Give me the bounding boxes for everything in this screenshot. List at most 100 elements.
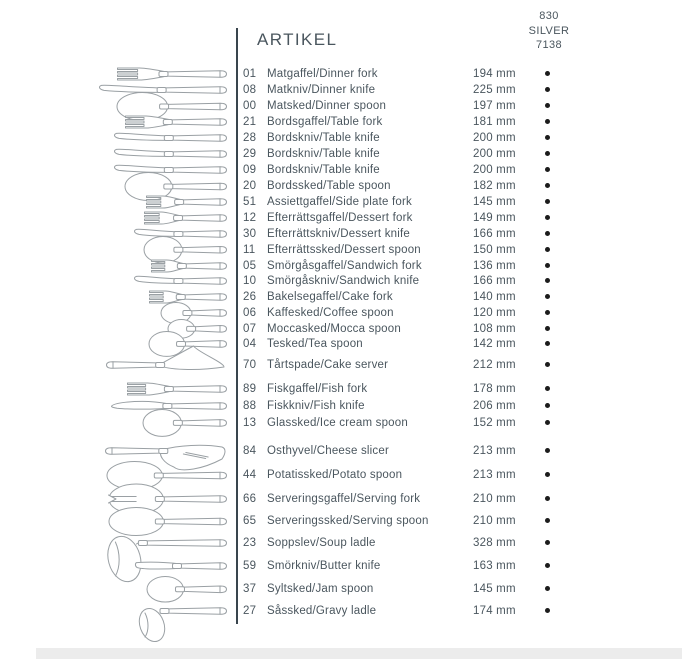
article-name: Serveringsgaffel/Serving fork — [267, 493, 421, 505]
article-size: 136 mm — [473, 260, 516, 272]
article-name: Efterrättsgaffel/Dessert fork — [267, 212, 413, 224]
table-row: 09 Bordskniv/Table knife 200 mm — [0, 162, 682, 178]
article-size: 166 mm — [473, 275, 516, 287]
article-name: Soppslev/Soup ladle — [267, 537, 376, 549]
article-name: Smörgåsgaffel/Sandwich fork — [267, 260, 422, 272]
article-size: 194 mm — [473, 68, 516, 80]
article-number: 65 — [243, 515, 257, 527]
article-number: 51 — [243, 196, 257, 208]
availability-dot-icon — [545, 341, 550, 346]
availability-dot-icon — [545, 87, 550, 92]
article-size: 140 mm — [473, 291, 516, 303]
availability-dot-icon — [545, 278, 550, 283]
availability-dot-icon — [545, 151, 550, 156]
availability-dot-icon — [545, 518, 550, 523]
article-number: 26 — [243, 291, 257, 303]
article-number: 66 — [243, 493, 257, 505]
table-row: 88 Fiskkniv/Fish knife 206 mm — [0, 398, 682, 414]
table-row: 89 Fiskgaffel/Fish fork 178 mm — [0, 381, 682, 397]
table-row: 26 Bakelsegaffel/Cake fork 140 mm — [0, 289, 682, 305]
table-row: 65 Serveringssked/Serving spoon 210 mm — [0, 506, 682, 536]
knife-icon — [132, 227, 228, 241]
article-name: Glassked/Ice cream spoon — [267, 417, 408, 429]
availability-dot-icon — [545, 608, 550, 613]
article-size: 145 mm — [473, 196, 516, 208]
availability-dot-icon — [545, 199, 550, 204]
availability-dot-icon — [545, 326, 550, 331]
article-name: Moccasked/Mocca spoon — [267, 323, 401, 335]
availability-dot-icon — [545, 386, 550, 391]
article-name: Matkniv/Dinner knife — [267, 84, 376, 96]
article-number: 05 — [243, 260, 257, 272]
article-number: 09 — [243, 164, 257, 176]
availability-dot-icon — [545, 71, 550, 76]
table-row: 37 Syltsked/Jam spoon 145 mm — [0, 575, 682, 603]
article-number: 89 — [243, 383, 257, 395]
availability-dot-icon — [545, 215, 550, 220]
article-size: 206 mm — [473, 400, 516, 412]
article-name: Efterrättssked/Dessert spoon — [267, 244, 421, 256]
article-name: Matsked/Dinner spoon — [267, 100, 387, 112]
article-name: Bordssked/Table spoon — [267, 180, 391, 192]
article-size: 200 mm — [473, 164, 516, 176]
availability-dot-icon — [545, 448, 550, 453]
table-row: 06 Kaffesked/Coffee spoon 120 mm — [0, 302, 682, 324]
spoon-icon — [144, 575, 228, 604]
article-number: 30 — [243, 228, 257, 240]
availability-dot-icon — [545, 247, 550, 252]
availability-dot-icon — [545, 103, 550, 108]
article-name: Tesked/Tea spoon — [267, 338, 363, 350]
article-name: Osthyvel/Cheese slicer — [267, 445, 389, 457]
table-row: 70 Tårtspade/Cake server 212 mm — [0, 345, 682, 373]
article-number: 27 — [243, 605, 257, 617]
article-size: 163 mm — [473, 560, 516, 572]
table-row: 04 Tesked/Tea spoon 142 mm — [0, 331, 682, 357]
article-number: 00 — [243, 100, 257, 112]
table-row: 51 Assiettgaffel/Side plate fork 145 mm — [0, 194, 682, 210]
article-name: Smörkniv/Butter knife — [267, 560, 381, 572]
article-size: 108 mm — [473, 323, 516, 335]
article-name: Bordskniv/Table knife — [267, 164, 380, 176]
table-row: 59 Smörkniv/Butter knife 163 mm — [0, 558, 682, 574]
article-name: Bordskniv/Table knife — [267, 148, 380, 160]
article-number: 23 — [243, 537, 257, 549]
availability-dot-icon — [545, 540, 550, 545]
table-row: 08 Matkniv/Dinner knife 225 mm — [0, 82, 682, 98]
table-row: 27 Såssked/Gravy ladle 174 mm — [0, 603, 682, 642]
butter-knife-icon — [133, 559, 228, 573]
knife-icon — [112, 131, 228, 145]
article-number: 88 — [243, 400, 257, 412]
fork-icon — [123, 114, 228, 130]
article-name: Serveringssked/Serving spoon — [267, 515, 429, 527]
table-row: 23 Soppslev/Soup ladle 328 mm — [0, 535, 682, 583]
table-row: 11 Efterrättssked/Dessert spoon 150 mm — [0, 236, 682, 264]
article-size: 197 mm — [473, 100, 516, 112]
availability-dot-icon — [545, 403, 550, 408]
availability-dot-icon — [545, 263, 550, 268]
article-size: 166 mm — [473, 228, 516, 240]
article-size: 181 mm — [473, 116, 516, 128]
table-row: 10 Smörgåskniv/Sandwich knife 166 mm — [0, 273, 682, 289]
availability-dot-icon — [545, 294, 550, 299]
article-size: 182 mm — [473, 180, 516, 192]
availability-dot-icon — [545, 167, 550, 172]
fork-icon — [125, 381, 228, 397]
availability-dot-icon — [545, 472, 550, 477]
article-size: 200 mm — [473, 132, 516, 144]
article-number: 01 — [243, 68, 257, 80]
table-row: 44 Potatissked/Potato spoon 213 mm — [0, 460, 682, 490]
article-number: 29 — [243, 148, 257, 160]
spoon-icon — [106, 506, 228, 537]
article-size: 150 mm — [473, 244, 516, 256]
column-header-line-3: 7138 — [535, 39, 563, 51]
article-name: Kaffesked/Coffee spoon — [267, 307, 394, 319]
article-size: 210 mm — [473, 515, 516, 527]
article-name: Syltsked/Jam spoon — [267, 583, 374, 595]
column-header-line-1: 830 — [539, 10, 559, 22]
article-number: 20 — [243, 180, 257, 192]
article-size: 328 mm — [473, 537, 516, 549]
availability-dot-icon — [545, 496, 550, 501]
article-name: Bordsgaffel/Table fork — [267, 116, 383, 128]
